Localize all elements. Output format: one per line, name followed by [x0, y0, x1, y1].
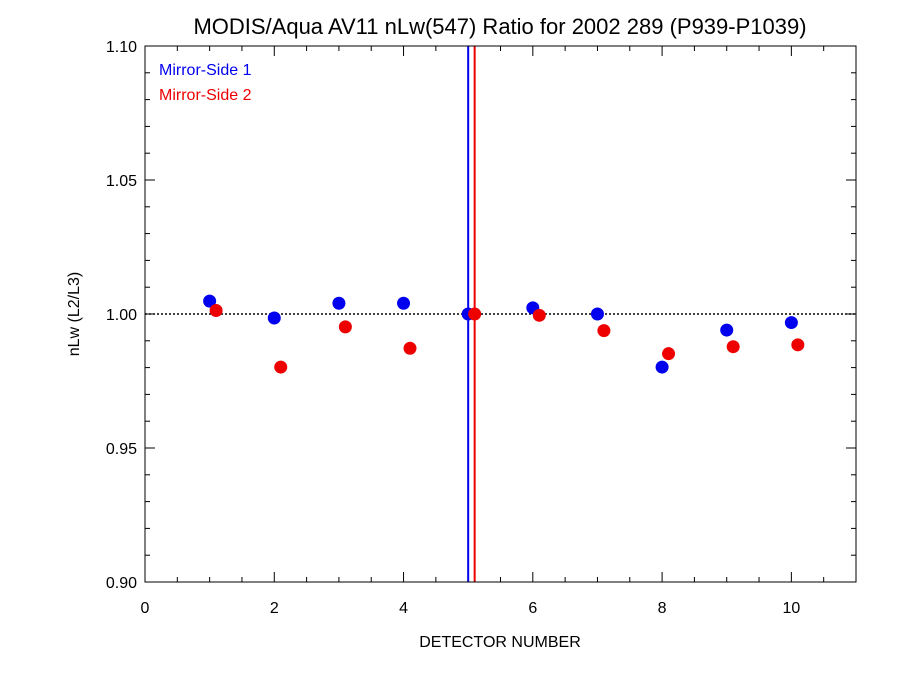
y-axis-label: nLw (L2/L3) [66, 272, 83, 357]
chart-title: MODIS/Aqua AV11 nLw(547) Ratio for 2002 … [193, 14, 806, 39]
point-series-1 [332, 296, 346, 310]
x-tick-label: 2 [270, 600, 279, 617]
point-series-2 [791, 338, 805, 352]
x-tick-labels: 0 2 4 6 8 10 [141, 600, 801, 617]
point-series-2 [532, 308, 546, 322]
y-tick-label: 0.95 [106, 441, 137, 458]
data-points [203, 294, 805, 374]
y-tick-label: 1.00 [106, 307, 137, 324]
x-tick-label: 0 [141, 600, 150, 617]
plot-frame [144, 45, 857, 583]
minor-ticks [145, 46, 857, 582]
y-tick-label: 1.10 [106, 39, 137, 56]
x-tick-label: 8 [658, 600, 667, 617]
legend: Mirror-Side 1 Mirror-Side 2 [159, 62, 252, 104]
point-series-2 [662, 347, 676, 361]
point-series-1 [397, 296, 411, 310]
point-series-1 [267, 311, 281, 325]
x-tick-label: 6 [528, 600, 537, 617]
point-series-2 [726, 340, 740, 354]
point-series-1 [720, 323, 734, 337]
point-series-2 [209, 304, 223, 318]
point-series-2 [338, 320, 352, 334]
x-tick-label: 10 [782, 600, 800, 617]
x-tick-label: 4 [399, 600, 408, 617]
point-series-2 [597, 324, 611, 338]
legend-label-mirror-side-2: Mirror-Side 2 [159, 87, 252, 104]
y-tick-label: 1.05 [106, 173, 137, 190]
point-series-1 [784, 316, 798, 330]
point-series-1 [590, 307, 604, 321]
point-series-2 [468, 307, 482, 321]
x-axis-label: DETECTOR NUMBER [419, 634, 581, 651]
point-series-2 [403, 341, 417, 355]
point-series-1 [203, 294, 217, 308]
y-tick-label: 0.90 [106, 575, 137, 592]
point-series-2 [274, 360, 288, 374]
y-tick-labels: 0.90 0.95 1.00 1.05 1.10 [106, 39, 137, 592]
point-series-1 [655, 360, 669, 374]
legend-label-mirror-side-1: Mirror-Side 1 [159, 62, 252, 79]
